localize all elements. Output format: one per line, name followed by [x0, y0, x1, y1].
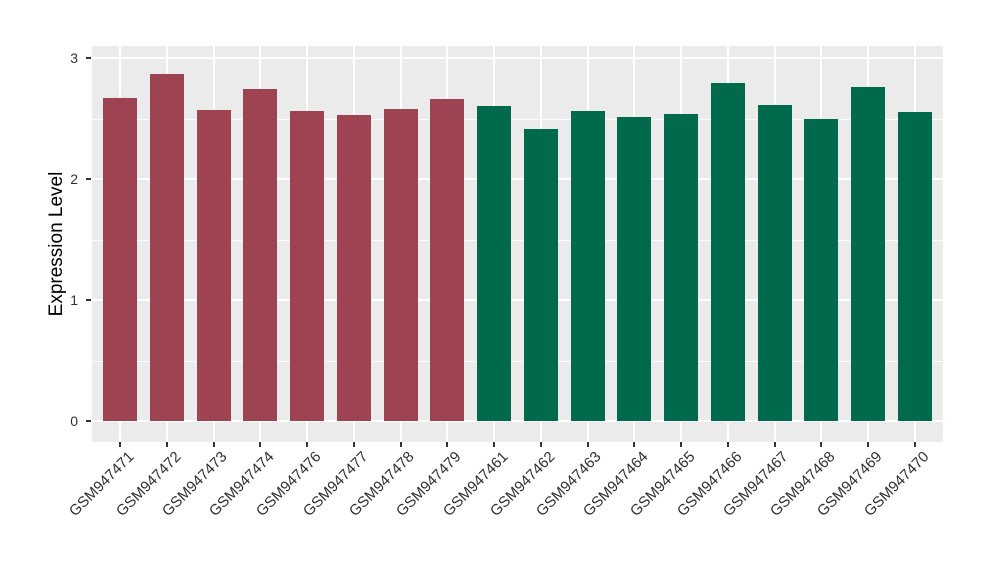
y-tick-mark [86, 178, 91, 180]
bar-GSM947466 [710, 83, 745, 421]
bar-GSM947471 [103, 97, 138, 421]
gridline-y-major [92, 57, 943, 59]
x-tick-mark [306, 442, 309, 447]
bar-GSM947470 [897, 112, 932, 421]
bar-GSM947464 [617, 117, 652, 421]
bar-GSM947461 [477, 106, 512, 421]
x-tick-mark [633, 442, 636, 447]
x-tick-mark [446, 442, 449, 447]
bar-GSM947472 [149, 73, 184, 421]
x-tick-mark [493, 442, 496, 447]
gridline-y-major [92, 178, 943, 180]
x-tick-mark [913, 442, 916, 447]
bar-GSM947473 [196, 110, 231, 421]
bar-GSM947474 [243, 89, 278, 421]
x-tick-mark [867, 442, 870, 447]
y-tick-mark [86, 57, 91, 59]
bar-GSM947467 [757, 105, 792, 421]
y-tick-label: 2 [70, 171, 78, 187]
plot-panel [92, 46, 943, 442]
bar-GSM947465 [664, 113, 699, 421]
x-tick-mark [773, 442, 776, 447]
bar-GSM947469 [851, 87, 886, 421]
y-tick-label: 1 [70, 292, 78, 308]
bar-GSM947478 [383, 108, 418, 421]
bar-GSM947477 [336, 114, 371, 421]
bar-GSM947463 [570, 111, 605, 421]
x-tick-mark [259, 442, 262, 447]
y-tick-label: 3 [70, 50, 78, 66]
x-tick-mark [726, 442, 729, 447]
bar-GSM947468 [804, 118, 839, 421]
gridline-y-minor [92, 239, 943, 241]
x-tick-mark [165, 442, 168, 447]
x-tick-mark [352, 442, 355, 447]
gridline-y-major [92, 420, 943, 422]
x-tick-mark [680, 442, 683, 447]
gridline-y-minor [92, 118, 943, 120]
x-tick-mark [119, 442, 122, 447]
x-tick-mark [586, 442, 589, 447]
y-tick-mark [86, 420, 91, 422]
bar-GSM947462 [523, 129, 558, 421]
x-tick-mark [539, 442, 542, 447]
bar-GSM947476 [290, 111, 325, 421]
y-tick-label: 0 [70, 413, 78, 429]
gridline-y-minor [92, 360, 943, 362]
bar-GSM947479 [430, 99, 465, 421]
x-tick-mark [399, 442, 402, 447]
gridline-y-major [92, 299, 943, 301]
y-tick-mark [86, 299, 91, 301]
x-tick-mark [212, 442, 215, 447]
x-tick-mark [820, 442, 823, 447]
